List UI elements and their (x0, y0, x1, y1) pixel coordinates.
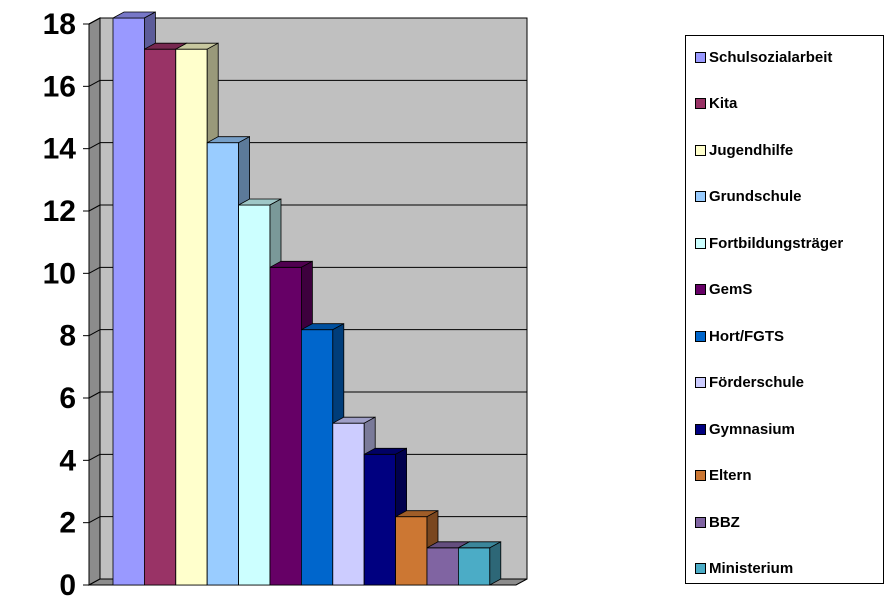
gridline-side (88, 453, 101, 461)
legend-item: Kita (695, 94, 737, 114)
legend-swatch (695, 98, 706, 109)
legend-label: Kita (709, 95, 738, 112)
bar-front (426, 547, 459, 586)
bar-hort-fgts (300, 322, 345, 586)
bar-side (489, 541, 502, 586)
y-tick-label: 18 (43, 8, 76, 41)
legend-swatch (695, 237, 706, 249)
legend-item: Eltern (695, 466, 752, 486)
legend-swatch (695, 191, 706, 202)
y-tick-label: 0 (59, 569, 76, 601)
legend-swatch (695, 423, 706, 435)
gridline-side (88, 204, 101, 212)
legend-item: Förderschule (695, 373, 804, 393)
side-wall (88, 17, 101, 586)
y-tick-label: 4 (59, 444, 76, 477)
legend-swatch (695, 563, 706, 574)
bar-front (206, 142, 239, 586)
gridline-side (88, 142, 101, 150)
legend-swatch (695, 377, 706, 388)
bar-front (269, 266, 302, 586)
y-axis-tick-labels: 0 2 4 6 8 10 12 14 16 18 (43, 8, 77, 601)
legend-item: Schulsozialarbeit (695, 47, 832, 67)
legend-item: Gymnasium (695, 419, 795, 439)
legend-label: Schulsozialarbeit (709, 48, 833, 66)
bar-front (143, 48, 177, 586)
legend-swatch (695, 516, 706, 528)
legend-swatch (695, 51, 706, 63)
legend-item: Jugendhilfe (695, 140, 793, 160)
bar-front (457, 547, 491, 586)
legend-swatch (695, 284, 706, 295)
legend-item: Hort/FGTS (695, 326, 784, 346)
y-tick-label: 8 (59, 320, 76, 353)
gridline-side (88, 17, 101, 25)
legend-item: Grundschule (695, 187, 802, 207)
gridline-side (88, 391, 101, 399)
legend-item: Fortbildungsträger (695, 233, 843, 253)
legend-label: Ministerium (709, 560, 794, 577)
bar-front (238, 204, 271, 586)
legend-item: Ministerium (695, 559, 793, 579)
gridline-side (88, 516, 101, 524)
legend-swatch (695, 330, 706, 342)
legend-label: Grundschule (709, 188, 802, 205)
legend-label: Eltern (709, 467, 752, 484)
legend-label: Hort/FGTS (709, 327, 784, 345)
legend-item: BBZ (695, 512, 740, 532)
legend-label: Förderschule (709, 374, 805, 391)
gridline-side (88, 266, 101, 274)
legend-swatch (695, 470, 706, 481)
legend-label: Gymnasium (709, 420, 795, 438)
y-tick-label: 10 (43, 257, 76, 290)
bar-front (175, 48, 208, 586)
bar-front (112, 17, 145, 586)
legend-swatch (695, 144, 706, 156)
gridline-side (88, 79, 101, 87)
bar-front (332, 422, 365, 586)
bar-ministerium (457, 541, 502, 586)
y-tick-label: 14 (43, 133, 77, 166)
y-tick-label: 12 (43, 195, 76, 228)
legend-label: Jugendhilfe (709, 141, 794, 159)
legend-label: Fortbildungsträger (709, 234, 844, 252)
bars (112, 11, 502, 586)
y-tick-label: 6 (59, 382, 76, 415)
y-tick-label: 16 (43, 70, 76, 103)
legend: Schulsozialarbeit Kita Jugendhilfe Grundsch… (685, 35, 884, 584)
gridline-side (88, 329, 101, 337)
bar-front (395, 516, 428, 586)
bar-front (300, 329, 334, 586)
legend-label: GemS (709, 281, 753, 298)
bar-front (363, 453, 397, 586)
y-tick-label: 2 (59, 507, 76, 540)
legend-label: BBZ (709, 513, 740, 531)
legend-item: GemS (695, 280, 752, 300)
